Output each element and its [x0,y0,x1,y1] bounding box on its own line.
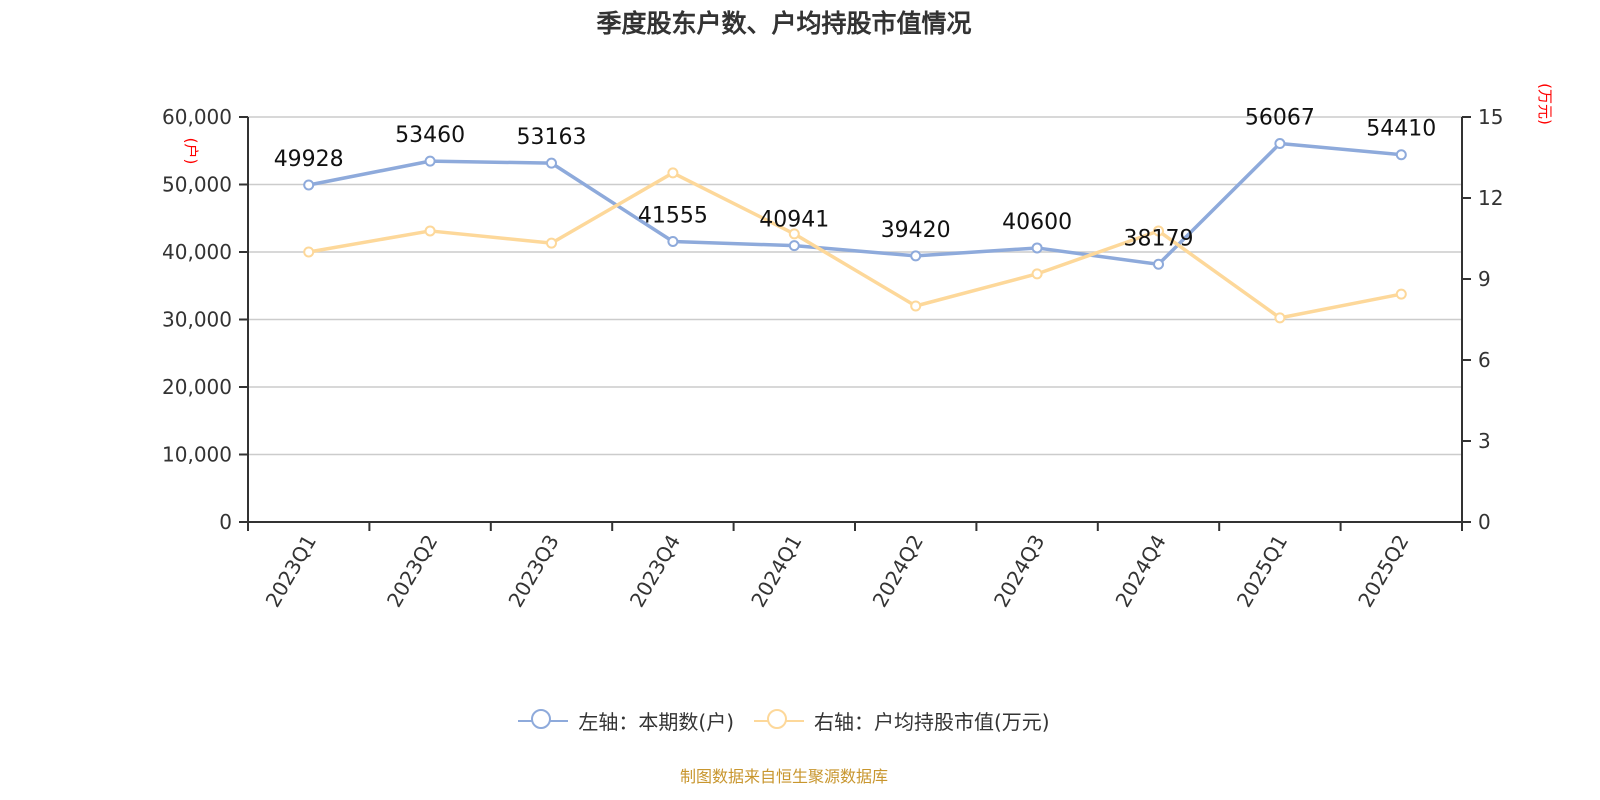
line-circle-icon [518,708,569,733]
data-point[interactable] [1031,242,1043,254]
data-point[interactable] [1395,149,1407,161]
data-point[interactable] [1274,312,1286,324]
legend-label: 右轴：户均持股市值(万元) [814,710,1050,734]
data-point[interactable] [303,246,315,258]
data-point[interactable] [1153,225,1164,237]
x-axis-tick-label: 2023Q3 [503,531,563,612]
data-point[interactable] [910,300,922,312]
data-point[interactable] [667,167,679,179]
line-circle-icon [754,708,804,733]
data-label: 38179 [1124,226,1194,251]
x-axis-tick-label: 2024Q1 [746,531,806,612]
data-point[interactable] [546,157,557,169]
data-point[interactable] [788,228,800,240]
x-axis-tick-label: 2023Q1 [261,531,321,612]
right-axis-tick-label: 6 [1478,348,1491,372]
data-point[interactable] [546,237,557,249]
right-axis-tick-label: 15 [1478,105,1503,129]
data-label: 53163 [517,125,587,150]
data-point[interactable] [1395,288,1407,300]
data-label: 39420 [881,218,951,243]
series-line [308,171,1402,320]
data-point[interactable] [1153,258,1164,270]
data-point[interactable] [424,155,436,167]
x-axis-tick-label: 2024Q3 [989,531,1049,612]
data-point[interactable] [303,179,315,191]
data-point[interactable] [788,240,800,252]
data-label: 53460 [395,123,465,148]
right-axis-unit-label: (万元) [1536,83,1554,125]
series-line [308,141,1402,267]
left-axis-tick-label: 0 [219,510,232,534]
legend-item-right-series[interactable]: 右轴：户均持股市值(万元) [754,706,1050,735]
right-axis-tick-label: 0 [1478,510,1491,534]
left-axis-tick-label: 20,000 [162,375,232,399]
data-point[interactable] [910,250,922,262]
left-axis-unit-label: (户) [182,138,200,165]
data-label: 40600 [1002,210,1072,235]
left-axis-tick-label: 50,000 [162,173,232,197]
data-label: 54410 [1366,117,1436,142]
x-axis-tick-label: 2025Q1 [1232,531,1292,612]
data-source-footer: 制图数据来自恒生聚源数据库 [679,767,888,786]
x-axis-tick-label: 2023Q2 [382,531,442,612]
data-label: 56067 [1245,106,1315,131]
data-point[interactable] [1274,138,1286,150]
x-axis-tick-label: 2024Q2 [868,531,928,612]
legend: 左轴：本期数(户) 右轴：户均持股市值(万元) [0,706,1568,735]
legend-label: 左轴：本期数(户) [578,710,734,734]
left-axis-tick-label: 30,000 [162,308,232,332]
x-axis-tick-label: 2023Q4 [625,531,685,612]
data-point[interactable] [667,236,679,248]
x-axis-tick-label: 2025Q2 [1353,531,1413,612]
left-axis-tick-label: 60,000 [162,105,232,129]
right-axis-tick-label: 9 [1478,267,1491,291]
left-axis-tick-label: 10,000 [162,443,232,467]
right-axis-tick-label: 3 [1478,429,1491,453]
data-label: 49928 [274,147,344,172]
data-point[interactable] [424,225,436,237]
right-axis-tick-label: 12 [1478,186,1503,210]
left-axis-tick-label: 40,000 [162,240,232,264]
data-label: 41555 [638,204,708,229]
data-label: 40941 [759,208,829,233]
x-axis-tick-label: 2024Q4 [1110,531,1170,612]
legend-item-left-series[interactable]: 左轴：本期数(户) [518,706,734,735]
data-point[interactable] [1031,268,1043,280]
chart-title: 季度股东户数、户均持股市值情况 [596,9,972,38]
